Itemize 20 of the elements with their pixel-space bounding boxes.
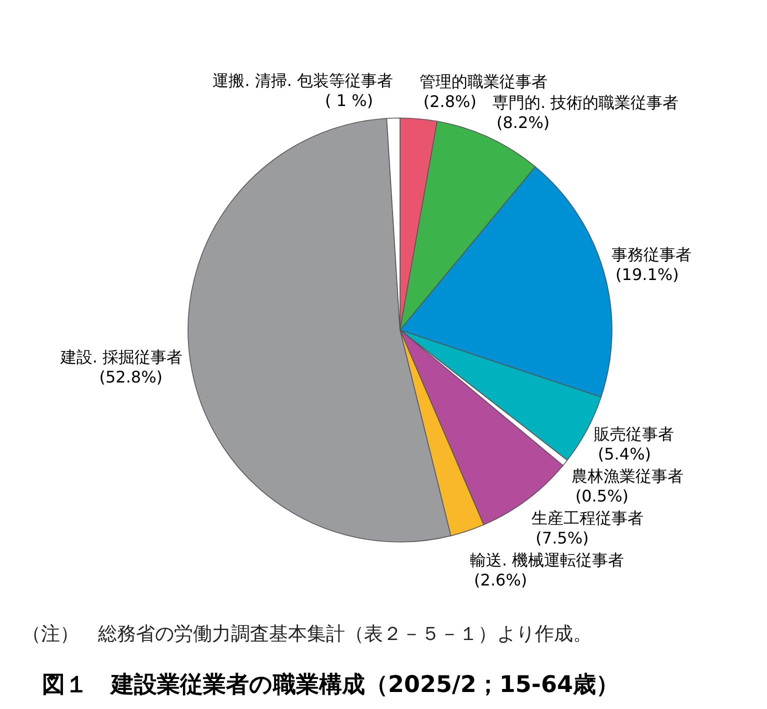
slice-label: 事務従事者 — [612, 245, 692, 264]
data-label: (8.2%) — [496, 113, 550, 132]
slice-label: 輸送. 機械運転従事者 — [470, 550, 624, 570]
data-label: ( 1 %) — [325, 91, 374, 110]
data-label: (2.6%) — [474, 570, 528, 590]
slice-label: 販売従事者 — [594, 424, 674, 444]
text: 図１ 建設業従業者の職業構成（2025/2；15-64歳） — [42, 672, 619, 698]
data-label: (0.5%) — [575, 486, 629, 506]
text: （注） 総務省の労働力調査基本集計（表２－５－１）より作成。 — [22, 623, 592, 645]
slice-label: 生産工程従事者 — [532, 508, 644, 528]
slice-label: 運搬. 清掃. 包装等従事者 — [212, 71, 394, 90]
data-label: (7.5%) — [536, 528, 589, 548]
data-label: (5.4%) — [598, 444, 652, 464]
data-label: (19.1%) — [616, 265, 679, 284]
data-label: (2.8%) — [423, 92, 476, 111]
slice-label: 専門的. 技術的職業従事者 — [492, 93, 679, 112]
data-label: (52.8%) — [99, 367, 163, 386]
slice-label: 管理的職業従事者 — [419, 72, 548, 91]
slice-label: 農林漁業従事者 — [571, 466, 684, 486]
slice-label: 建設. 採掘従事者 — [59, 347, 183, 366]
